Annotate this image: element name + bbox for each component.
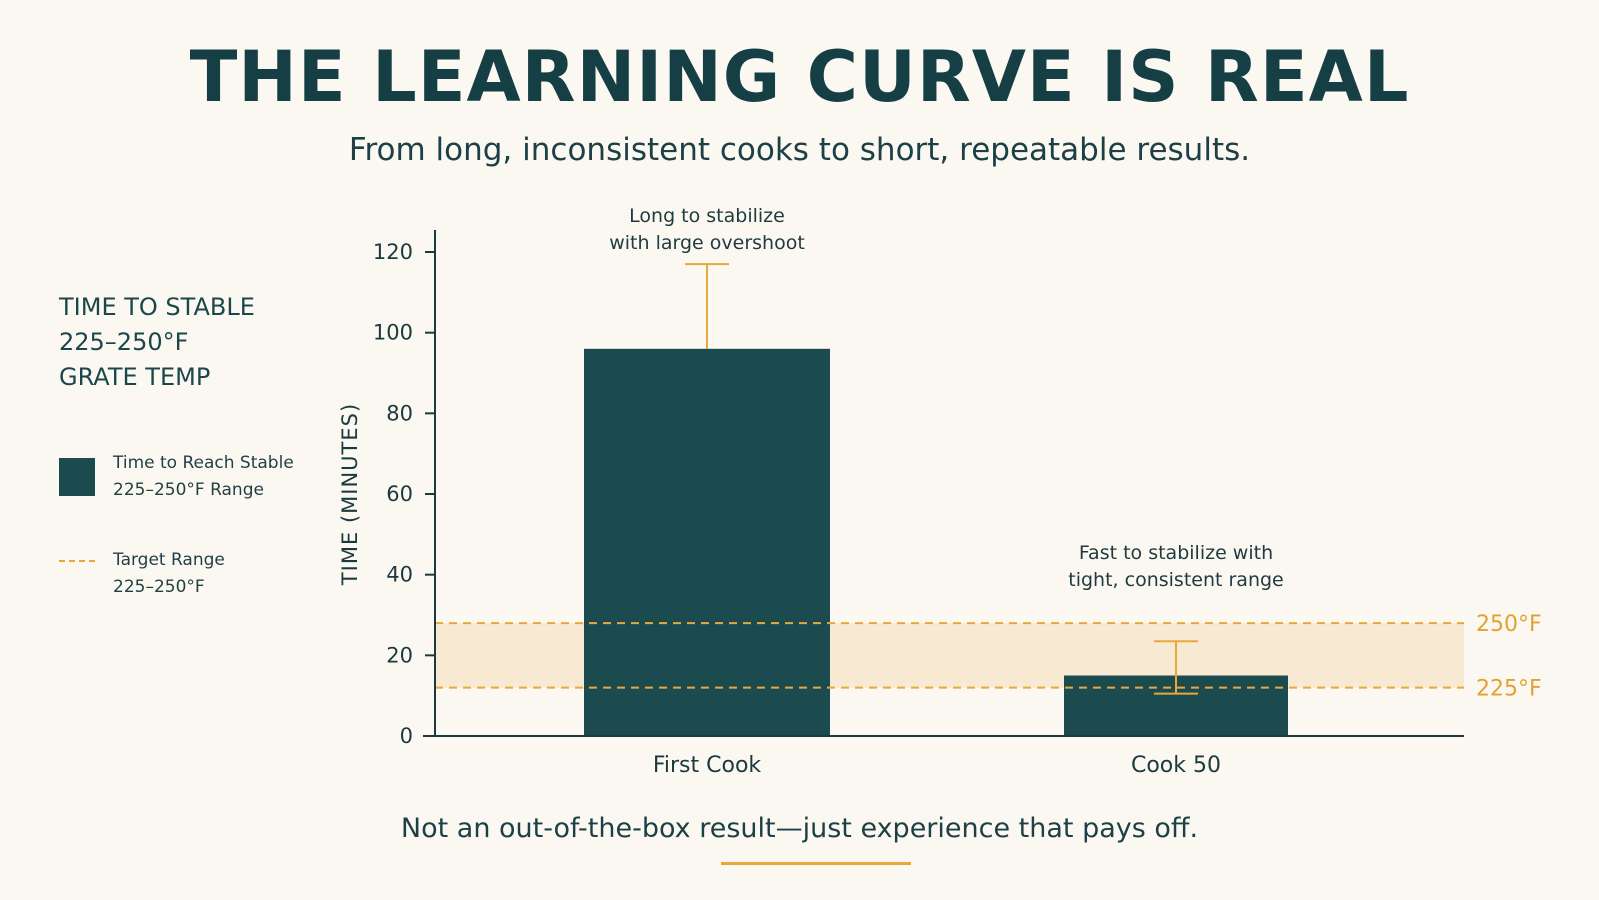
bar-annotation: Fast to stabilize with (1079, 542, 1273, 564)
chart-title: THE LEARNING CURVE IS REAL (189, 36, 1410, 118)
legend-label: 225–250°F (113, 577, 205, 597)
legend-text: Time to Reach Stable 225–250°F Range (113, 450, 333, 504)
legend-dashed-line-icon (59, 560, 95, 562)
reference-line-label: 250°F (1476, 612, 1542, 637)
y-tick-label: 0 (400, 724, 413, 748)
y-tick-label: 100 (373, 321, 413, 345)
legend-label: 225–250°F Range (113, 480, 264, 500)
y-tick-label: 80 (386, 401, 413, 425)
chart-subtitle: From long, inconsistent cooks to short, … (348, 132, 1251, 168)
side-heading-line: GRATE TEMP (59, 363, 211, 391)
bar-annotation: Long to stabilize (629, 205, 785, 227)
side-heading: TIME TO STABLE 225–250°F GRATE TEMP (59, 290, 319, 395)
y-tick-label: 120 (373, 240, 413, 264)
x-category-label: First Cook (653, 753, 762, 778)
footer-caption: Not an out-of-the-box result—just experi… (400, 813, 1199, 844)
legend-bar-swatch-icon (59, 458, 95, 496)
bar (584, 348, 830, 736)
y-tick-label: 60 (386, 482, 413, 506)
footer-underline (721, 862, 911, 865)
y-axis-label: TIME (MINUTES) (338, 403, 362, 586)
x-category-label: Cook 50 (1131, 753, 1221, 778)
legend-label: Target Range (113, 550, 225, 570)
side-heading-line: TIME TO STABLE (59, 293, 255, 321)
reference-line-label: 225°F (1476, 677, 1542, 702)
legend-text: Target Range 225–250°F (113, 547, 333, 601)
bar-annotation: tight, consistent range (1068, 569, 1283, 591)
y-tick-label: 40 (386, 563, 413, 587)
side-heading-line: 225–250°F (59, 328, 189, 356)
legend-label: Time to Reach Stable (113, 453, 294, 473)
y-tick-label: 20 (386, 643, 413, 667)
bar-annotation: with large overshoot (609, 232, 805, 254)
